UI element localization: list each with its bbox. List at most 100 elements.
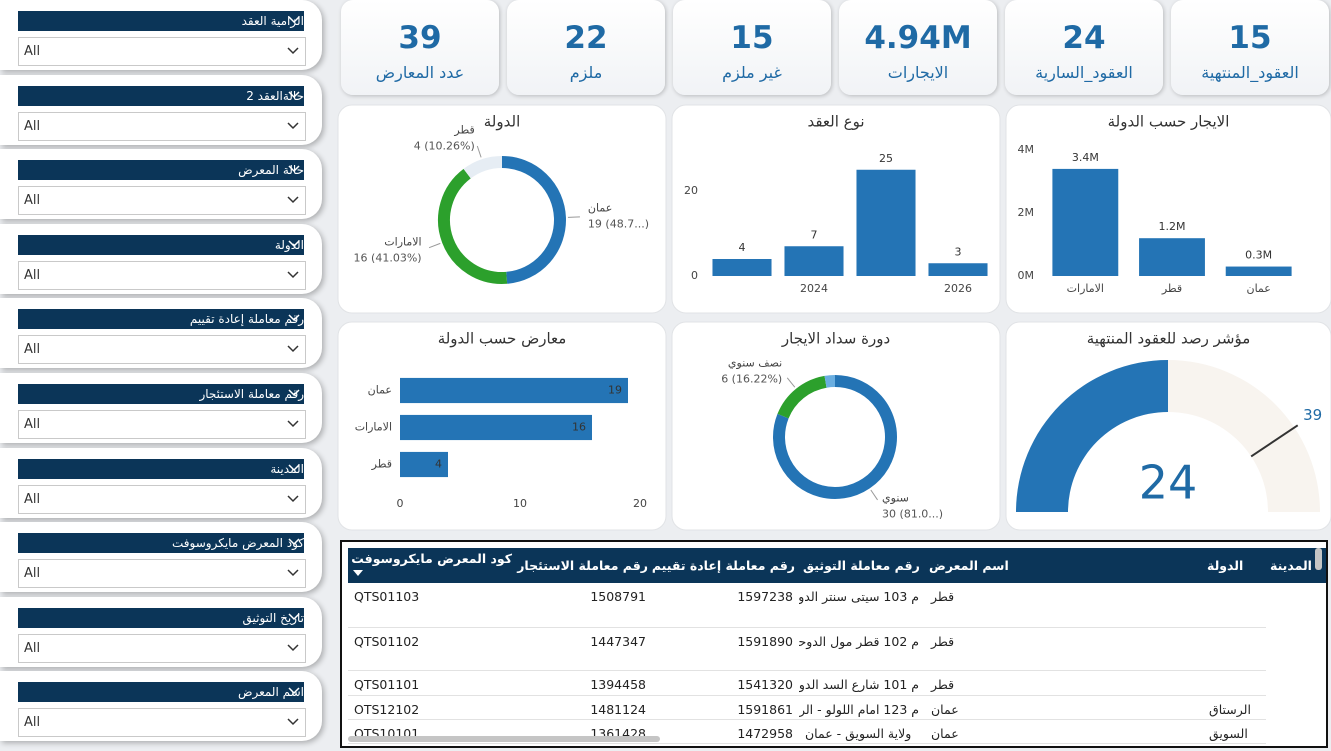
leader-line xyxy=(786,377,796,388)
chevron-icon xyxy=(287,718,299,726)
kpi-label: الايجارات xyxy=(887,63,949,82)
slicer-dropdown[interactable]: All xyxy=(18,410,306,439)
column-header[interactable]: رقم معاملة التوثيق xyxy=(799,548,925,583)
kpi-card: 4.94M الايجارات xyxy=(839,0,997,95)
donut-category-label: الامارات xyxy=(384,235,421,248)
slicer: اسم المعرض All xyxy=(0,671,322,742)
chevron-path xyxy=(288,240,300,247)
y-tick-label: 2M xyxy=(1018,206,1035,219)
chevron-icon xyxy=(288,613,300,620)
donut-segment xyxy=(501,156,566,284)
slicer: رقم معاملة إعادة تقييم All xyxy=(0,298,322,369)
x-tick-label: 2026 xyxy=(944,282,972,295)
chevron-icon xyxy=(287,495,299,502)
data-label: 3.4M xyxy=(1072,151,1099,164)
donut-value-label: 19 (48.7...) xyxy=(588,218,649,231)
data-label: 25 xyxy=(879,152,893,165)
table-row: QTS01102 1447347 1591890 م 102 قطر مول الدو… xyxy=(348,627,1326,671)
column-header[interactable]: الدولة xyxy=(1203,548,1266,583)
chevron-icon xyxy=(288,314,300,322)
chevron-path xyxy=(288,464,300,471)
gauge-value-label: 24 xyxy=(1139,456,1198,510)
column-header[interactable]: رقم معاملة الاستئجار xyxy=(516,548,652,583)
slicer-dropdown[interactable]: All xyxy=(18,37,306,66)
chevron-path xyxy=(288,613,300,620)
column-header[interactable]: اسم المعرض xyxy=(925,548,1203,583)
table-row: OTS12102 1481124 1591861 م 123 امام اللولو … xyxy=(348,695,1326,720)
donut-value-label: 6 (16.22%) xyxy=(721,373,782,386)
chevron-path xyxy=(287,644,299,651)
data-label: 19 xyxy=(608,384,622,397)
slicer-dropdown[interactable]: All xyxy=(18,708,306,738)
donut-category-label: سنوي xyxy=(882,492,909,505)
table-cell: 1447347 xyxy=(516,627,652,671)
table-cell: QTS01101 xyxy=(348,670,516,696)
table-cell: 1591861 xyxy=(652,695,799,720)
slicer-dropdown[interactable]: All xyxy=(18,111,306,141)
table-row: QTS01101 1394458 1541320 م 101 شارع السد ال… xyxy=(348,670,1326,696)
slicer-title: رقم معاملة إعادة تقييم xyxy=(18,309,304,330)
slicer-dropdown[interactable]: All xyxy=(18,260,306,290)
bar xyxy=(712,259,772,276)
table-cell: 1394458 xyxy=(516,670,652,696)
donut-segment xyxy=(773,375,897,499)
column-header[interactable]: كود المعرض مايكروسوفت xyxy=(348,548,516,583)
slicer: تاريخ التوثيق All xyxy=(0,596,322,667)
gauge-target-label: 39 xyxy=(1303,406,1322,424)
slicer-dropdown[interactable]: All xyxy=(18,559,306,589)
gauge-target xyxy=(1250,424,1299,458)
slicer-dropdown[interactable]: All xyxy=(18,484,306,514)
chart-panel xyxy=(671,321,1001,531)
slicer: الزامية العقد All xyxy=(0,0,322,70)
kpi-value: 15 xyxy=(1228,20,1272,56)
leader-line xyxy=(870,489,878,501)
chevron-icon xyxy=(288,240,300,247)
dropdown-value: All xyxy=(24,44,41,59)
slicer-dropdown[interactable]: All xyxy=(18,186,306,216)
table-cell: قطر xyxy=(925,627,1203,671)
chevron-path xyxy=(288,538,300,546)
x-tick-label: عمان xyxy=(1246,282,1270,295)
table-cell xyxy=(1203,627,1266,671)
slicer-title: رقم معاملة الاستئجار xyxy=(18,384,304,404)
dropdown-value: All xyxy=(24,566,41,582)
bar xyxy=(1052,168,1119,276)
chevron-icon xyxy=(287,420,299,428)
table-cell: 1508791 xyxy=(516,583,652,628)
table-cell: م 102 قطر مول الدوحة - قطر xyxy=(799,627,925,671)
vertical-scrollbar[interactable] xyxy=(1315,548,1322,570)
sort-icon xyxy=(353,570,363,576)
bar xyxy=(400,377,628,404)
data-label: 4 xyxy=(435,458,442,471)
kpi-value: 24 xyxy=(1062,20,1106,56)
table-cell: OTS12102 xyxy=(348,695,516,720)
column-header[interactable]: رقم معاملة إعادة تقييم xyxy=(652,548,799,583)
chart-title: مؤشر رصد للعقود المنتهية xyxy=(1087,330,1251,348)
donut-segment xyxy=(463,156,503,179)
x-tick-label: 0 xyxy=(397,497,404,510)
slicer: رقم معاملة الاستئجار All xyxy=(0,373,322,443)
table-cell: 1591890 xyxy=(652,627,799,671)
x-tick-label: 2024 xyxy=(800,282,828,295)
chevron-path xyxy=(287,569,299,577)
chevron-path xyxy=(288,165,300,173)
slicer-dropdown[interactable]: All xyxy=(18,633,306,663)
horizontal-scrollbar[interactable] xyxy=(348,736,660,742)
table-row: QTS01103 1508791 1597238 م 103 سيتى سنتر ال… xyxy=(348,583,1326,628)
chart-title: الدولة xyxy=(484,113,520,131)
kpi-label: غير ملزم xyxy=(722,63,782,82)
table-cell: QTS01102 xyxy=(348,627,516,671)
bar xyxy=(400,451,448,478)
slicer-dropdown[interactable]: All xyxy=(18,335,306,365)
x-tick-label: قطر xyxy=(1161,282,1182,295)
donut-category-label: قطر xyxy=(453,123,474,136)
data-label: 4 xyxy=(739,241,746,254)
chevron-path xyxy=(287,271,299,278)
chart-title: دورة سداد الايجار xyxy=(781,330,890,348)
data-label: 16 xyxy=(572,421,586,434)
dropdown-value: All xyxy=(24,491,41,507)
slicer: المدينة All xyxy=(0,447,322,518)
donut-segment xyxy=(777,375,827,419)
y-tick-label: 4M xyxy=(1018,143,1035,156)
